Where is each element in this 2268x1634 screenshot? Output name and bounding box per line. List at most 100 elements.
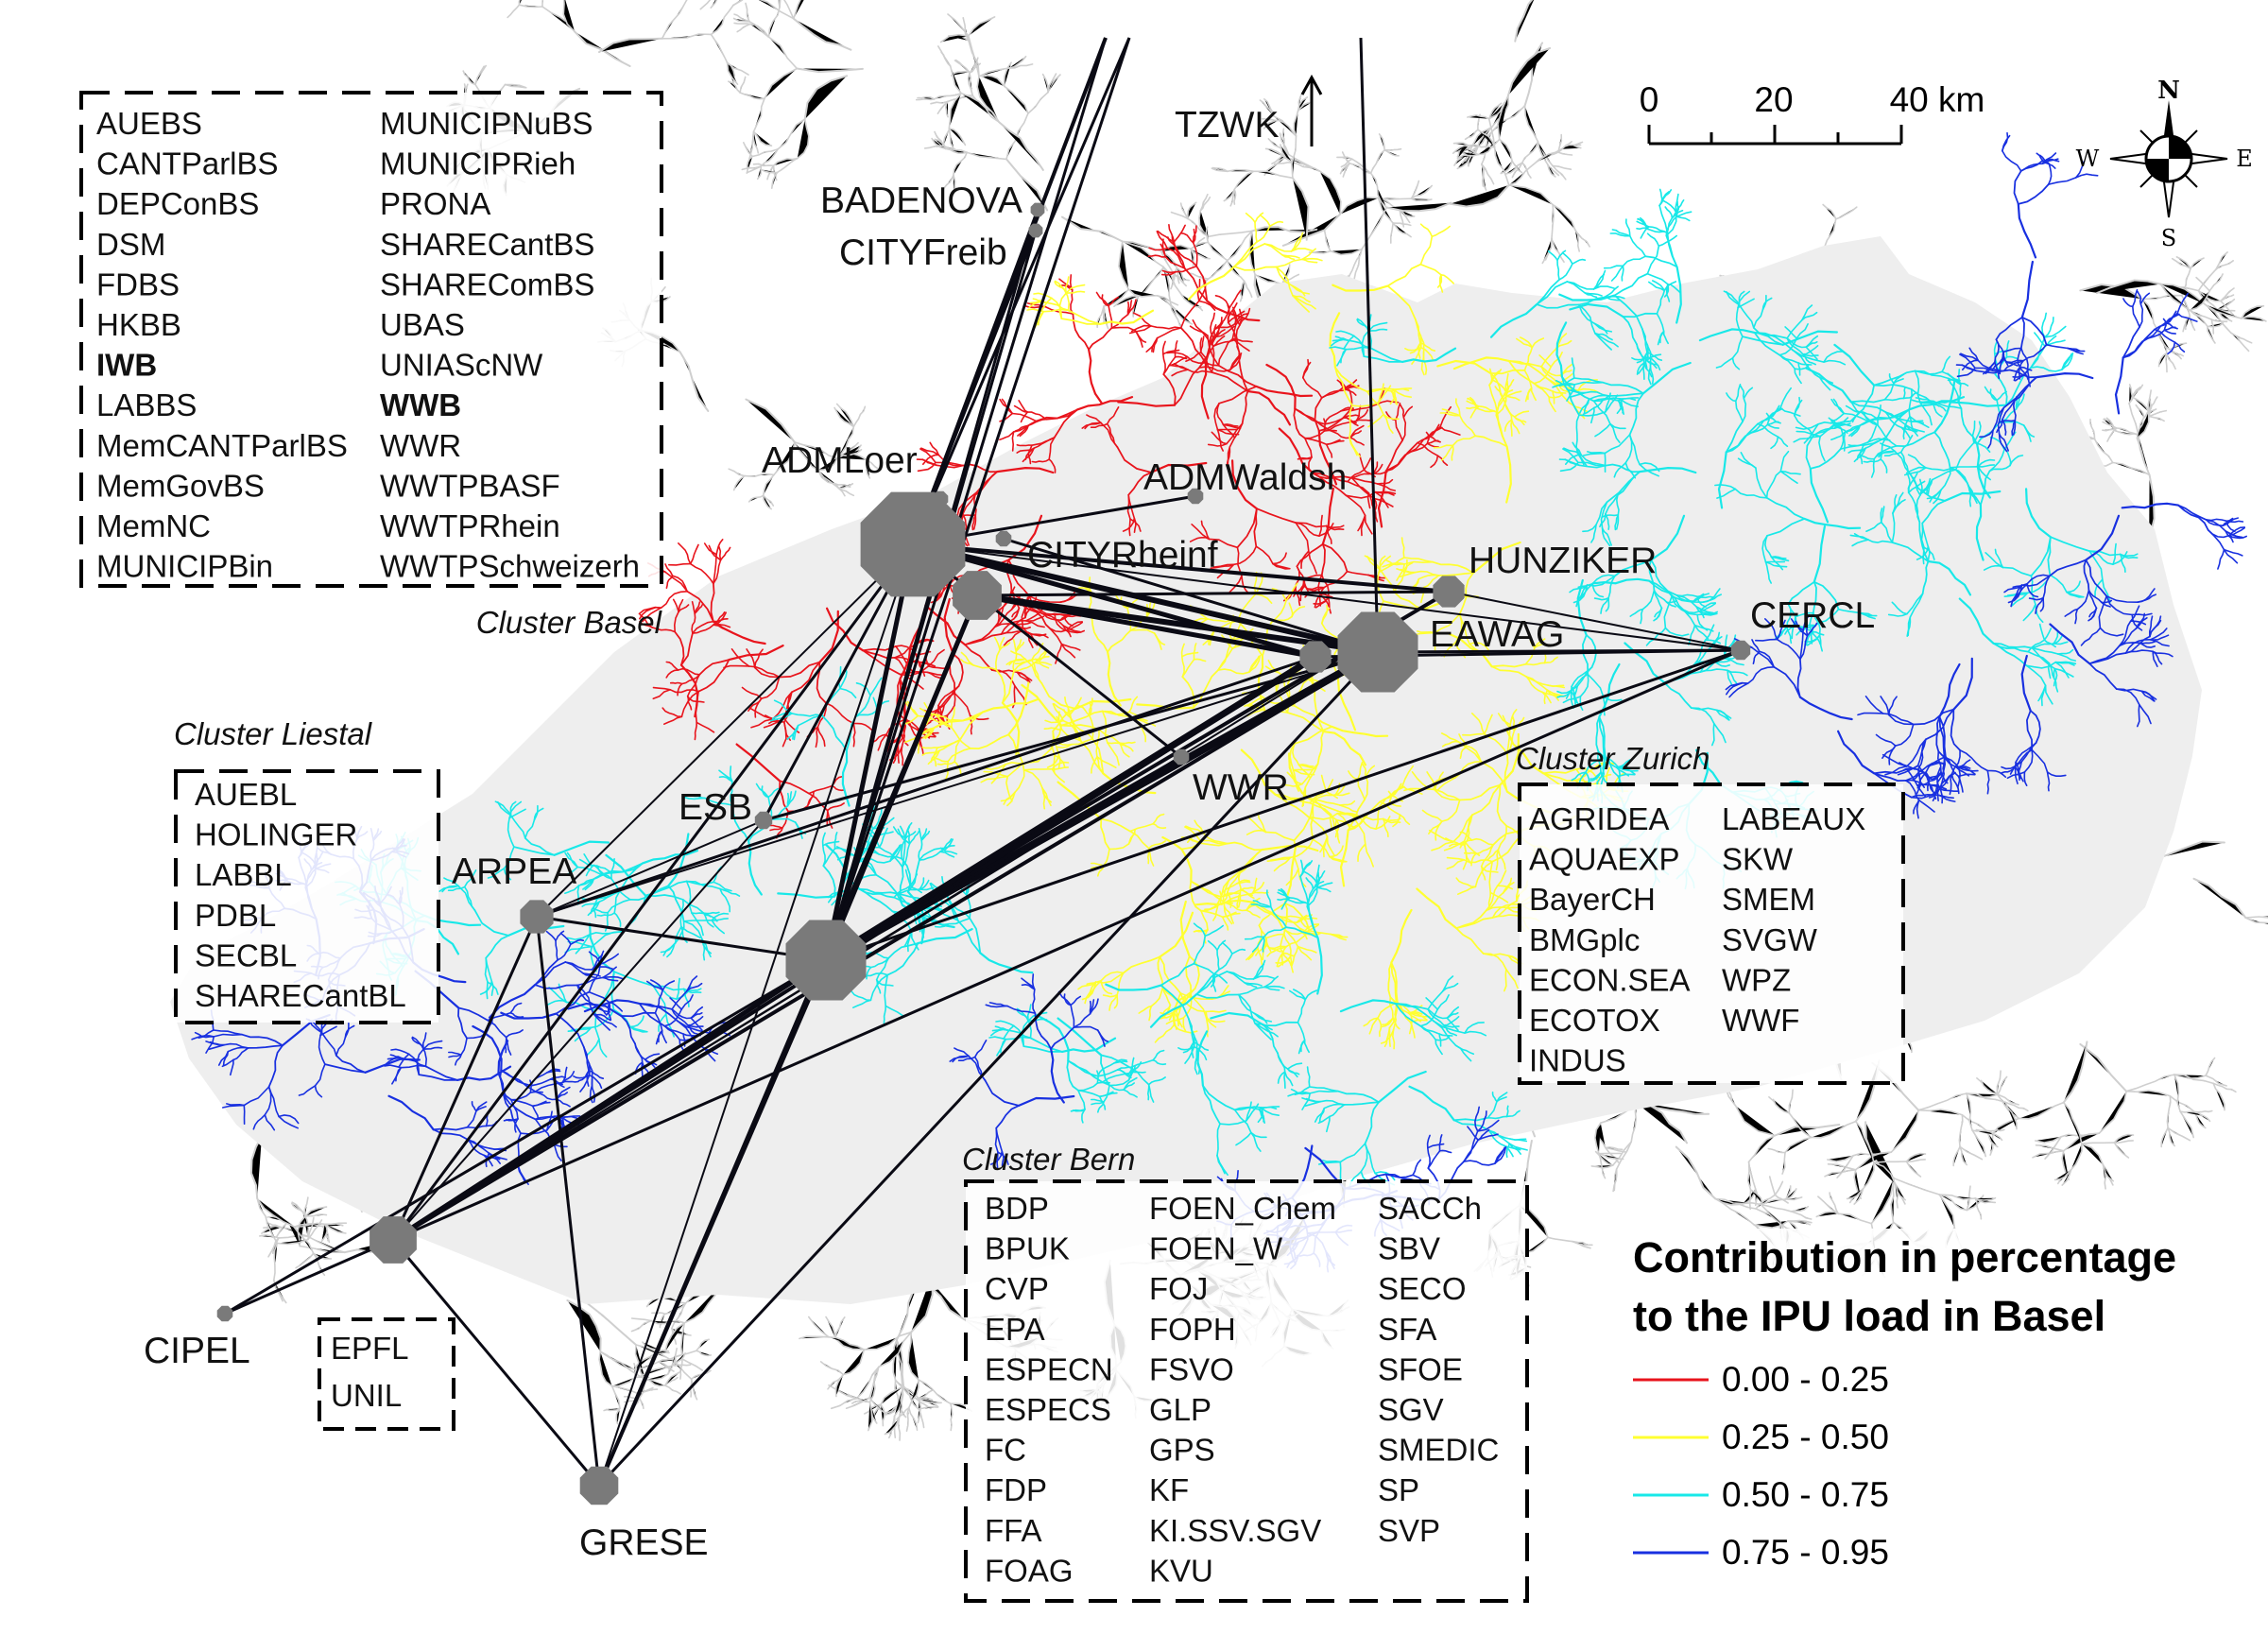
cluster-member: PDBL (195, 898, 276, 933)
cluster-member: LABEAUX (1722, 801, 1865, 836)
compass-n: N (2157, 77, 2180, 105)
label-admloer: ADMLoer (762, 440, 918, 481)
cluster-member: SECO (1378, 1271, 1467, 1306)
cluster-member: WWR (380, 428, 461, 463)
network-node (1030, 202, 1045, 217)
network-node (932, 490, 949, 507)
cluster-member: SECBL (195, 937, 297, 972)
legend-title-2: to the IPU load in Basel (1633, 1292, 2105, 1340)
network-node (1028, 223, 1043, 238)
cluster-member: DSM (96, 227, 165, 262)
cluster-member: KVU (1149, 1553, 1213, 1588)
cluster-member: KI.SSV.SGV (1149, 1513, 1321, 1548)
cluster-member: SVP (1378, 1513, 1440, 1548)
cluster-member: AGRIDEA (1529, 801, 1670, 836)
cluster-member: SVGW (1722, 922, 1818, 957)
network-node (579, 1466, 619, 1505)
cluster-member: SGV (1378, 1392, 1444, 1427)
tzwk-arrow (1300, 74, 1323, 146)
cluster-member: SMEM (1722, 882, 1815, 917)
cluster-liestal-title: Cluster Liestal (174, 716, 373, 751)
network-node (1730, 640, 1751, 661)
cluster-member: MUNICIPNuBS (380, 106, 593, 141)
network-node (1173, 748, 1190, 765)
network-node (754, 811, 773, 830)
cluster-member: ECON.SEA (1529, 962, 1691, 997)
cluster-member: FDBS (96, 267, 180, 301)
cluster-member: UBAS (380, 307, 465, 342)
legend-item-label: 0.00 - 0.25 (1722, 1360, 1889, 1399)
cluster-member: BPUK (985, 1231, 1070, 1266)
legend-title-1: Contribution in percentage (1633, 1233, 2176, 1281)
cluster-member: MemCANTParlBS (96, 428, 348, 463)
cluster-member: SKW (1722, 842, 1794, 877)
network-node (520, 900, 554, 934)
legend-item-label: 0.50 - 0.75 (1722, 1475, 1889, 1514)
label-cipel: CIPEL (144, 1331, 250, 1371)
scale-label-20: 20 (1754, 80, 1793, 119)
cluster-member: SHAREComBS (380, 267, 594, 301)
cluster-member: FDP (985, 1472, 1047, 1507)
label-tzwk: TZWK (1175, 105, 1279, 146)
cluster-member: WPZ (1722, 962, 1791, 997)
cluster-member: MemNC (96, 508, 211, 543)
cluster-member: AUEBS (96, 106, 202, 141)
cluster-member: FOEN_W (1149, 1231, 1283, 1266)
cluster-member: MemGovBS (96, 468, 265, 503)
cluster-zurich-title: Cluster Zurich (1516, 741, 1710, 776)
compass-e: E (2236, 146, 2253, 172)
cluster-member: CVP (985, 1271, 1049, 1306)
cluster-member: GPS (1149, 1433, 1215, 1468)
cluster-member: UNIL (331, 1378, 402, 1413)
cluster-member: WWTPRhein (380, 508, 560, 543)
cluster-bern-title: Cluster Bern (962, 1142, 1135, 1177)
cluster-member: WWF (1722, 1003, 1799, 1038)
cluster-member: IWB (96, 348, 157, 383)
label-eawag: EAWAG (1430, 614, 1564, 655)
label-grese: GRESE (579, 1522, 709, 1563)
cluster-member: SMEDIC (1378, 1433, 1499, 1468)
cluster-member: FFA (985, 1513, 1042, 1548)
cluster-member: INDUS (1529, 1043, 1626, 1078)
network-node (785, 920, 867, 1001)
cluster-member: FSVO (1149, 1351, 1234, 1386)
label-arpea: ARPEA (452, 851, 576, 892)
cluster-member: ESPECN (985, 1351, 1113, 1386)
cluster-member: MUNICIPRieh (380, 146, 576, 181)
cluster-member: SP (1378, 1472, 1419, 1507)
cluster-member: SHARECantBS (380, 227, 594, 262)
cluster-member: SACCh (1378, 1191, 1482, 1226)
label-cercl: CERCL (1750, 595, 1875, 636)
cluster-member: BMGplc (1529, 922, 1640, 957)
cluster-member: KF (1149, 1472, 1189, 1507)
cluster-basel-title: Cluster Basel (476, 605, 663, 640)
cluster-member: SBV (1378, 1231, 1440, 1266)
label-esb: ESB (679, 787, 752, 828)
cluster-member: PRONA (380, 186, 490, 221)
cluster-member: LABBL (195, 857, 292, 892)
scale-label-0: 0 (1640, 80, 1659, 119)
cluster-member: UNIAScNW (380, 348, 543, 383)
legend-item-label: 0.75 - 0.95 (1722, 1533, 1889, 1572)
scale-bar: 0 20 40 km (1640, 80, 1984, 146)
cluster-member: GLP (1149, 1392, 1211, 1427)
compass-rose-icon: N S E W (2076, 77, 2253, 251)
network-node (216, 1305, 233, 1322)
legend: Contribution in percentage to the IPU lo… (1625, 1229, 2268, 1607)
cluster-member: CANTParlBS (96, 146, 279, 181)
cluster-member: LABBS (96, 387, 197, 422)
cluster-member: FOAG (985, 1553, 1074, 1588)
cluster-member: MUNICIPBin (96, 549, 273, 584)
cluster-basel: AUEBS CANTParlBS DEPConBS DSM FDBS HKBB IWB LAB… (79, 91, 663, 640)
network-edges (224, 37, 1742, 1488)
cluster-member: FOEN_Chem (1149, 1191, 1336, 1226)
label-badenova: BADENOVA (820, 181, 1022, 221)
cluster-member: SFOE (1378, 1351, 1463, 1386)
network-node (995, 530, 1012, 547)
label-wwr: WWR (1193, 767, 1289, 808)
network-node (1433, 576, 1465, 608)
label-hunziker: HUNZIKER (1469, 541, 1657, 581)
cluster-member: SFA (1378, 1312, 1436, 1347)
cluster-member: BDP (985, 1191, 1049, 1226)
